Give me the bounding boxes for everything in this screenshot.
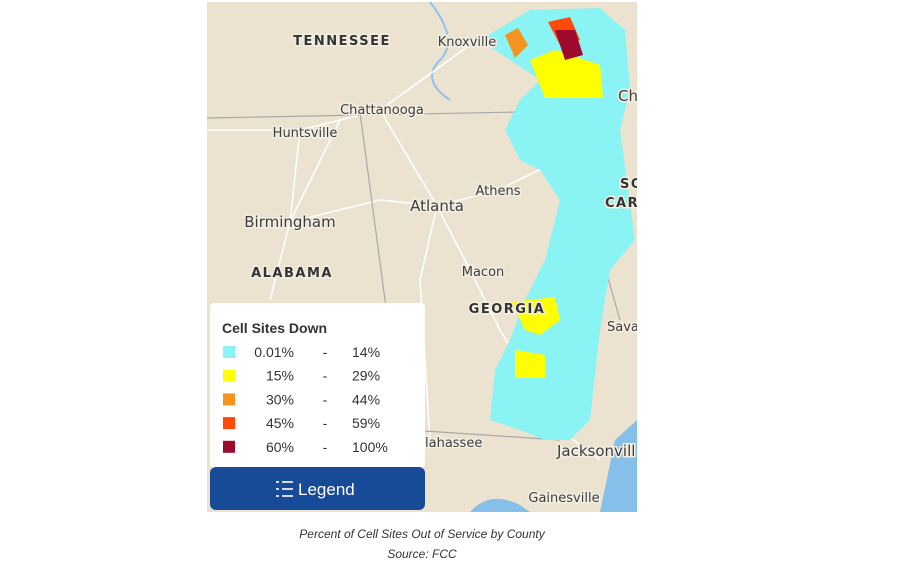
map-label: TENNESSEE	[293, 34, 391, 49]
ocean	[600, 420, 637, 512]
map-labels: TENNESSEE Knoxville Chattanooga Huntsvil…	[243, 33, 643, 508]
legend-high: 29%	[352, 368, 380, 384]
map-label: lahassee	[425, 436, 482, 451]
button-bg[interactable]	[210, 467, 425, 510]
legend-swatch	[223, 346, 235, 358]
map-label: Atlanta	[410, 197, 464, 215]
map-label: ALABAMA	[251, 266, 333, 281]
map-label: Huntsville	[273, 126, 338, 141]
map-label: SO	[620, 177, 643, 192]
caption: Percent of Cell Sites Out of Service by …	[299, 527, 545, 541]
map-label: GEORGIA	[469, 302, 546, 317]
counties	[480, 8, 635, 440]
legend-low: 60%	[266, 439, 294, 455]
water	[470, 498, 530, 512]
legend-low: 15%	[266, 368, 294, 384]
legend-swatch	[223, 440, 235, 453]
map-label: Chattanooga	[340, 103, 424, 118]
legend-swatch	[223, 369, 235, 382]
map-label: Knoxville	[438, 35, 497, 50]
map-label: Gainesville	[528, 491, 599, 506]
legend-low: 30%	[266, 391, 294, 407]
county-area	[555, 30, 583, 60]
river	[429, 2, 451, 101]
caption-source: Source: FCC	[387, 547, 457, 561]
map-label: Athens	[475, 184, 520, 199]
legend-panel	[210, 303, 425, 468]
legend-high: 59%	[352, 415, 380, 431]
button-label[interactable]: Legend	[298, 480, 355, 499]
legend-swatch	[223, 393, 235, 406]
map-label: Birmingham	[244, 213, 335, 231]
legend-separator: -	[323, 415, 328, 431]
legend-separator: -	[323, 439, 328, 455]
county-area	[505, 28, 528, 58]
legend-high: 14%	[352, 344, 380, 360]
legend-swatch	[223, 417, 235, 430]
legend-high: 100%	[352, 439, 388, 455]
legend-high: 44%	[352, 391, 380, 407]
county-area	[515, 350, 545, 378]
list-icon	[276, 481, 293, 497]
legend-low: 45%	[266, 415, 294, 431]
map-label: Ch	[618, 87, 638, 105]
county-area	[480, 8, 635, 440]
map-label: Sava	[607, 320, 639, 335]
legend-separator: -	[323, 368, 328, 384]
legend-separator: -	[323, 391, 328, 407]
legend-title: Cell Sites Down	[222, 320, 327, 336]
legend-separator: -	[323, 344, 328, 360]
legend-button[interactable]: Legend	[210, 467, 425, 510]
map-label: Jacksonvill	[556, 442, 635, 460]
map-label: CAR	[605, 196, 639, 211]
county-area	[530, 50, 603, 98]
legend-low: 0.01%	[254, 344, 294, 360]
legend: Cell Sites Down 0.01% - 14% 15% - 29% 30% - 44% 4…	[210, 303, 425, 468]
county-area	[512, 297, 560, 335]
map-label: Macon	[462, 265, 505, 280]
